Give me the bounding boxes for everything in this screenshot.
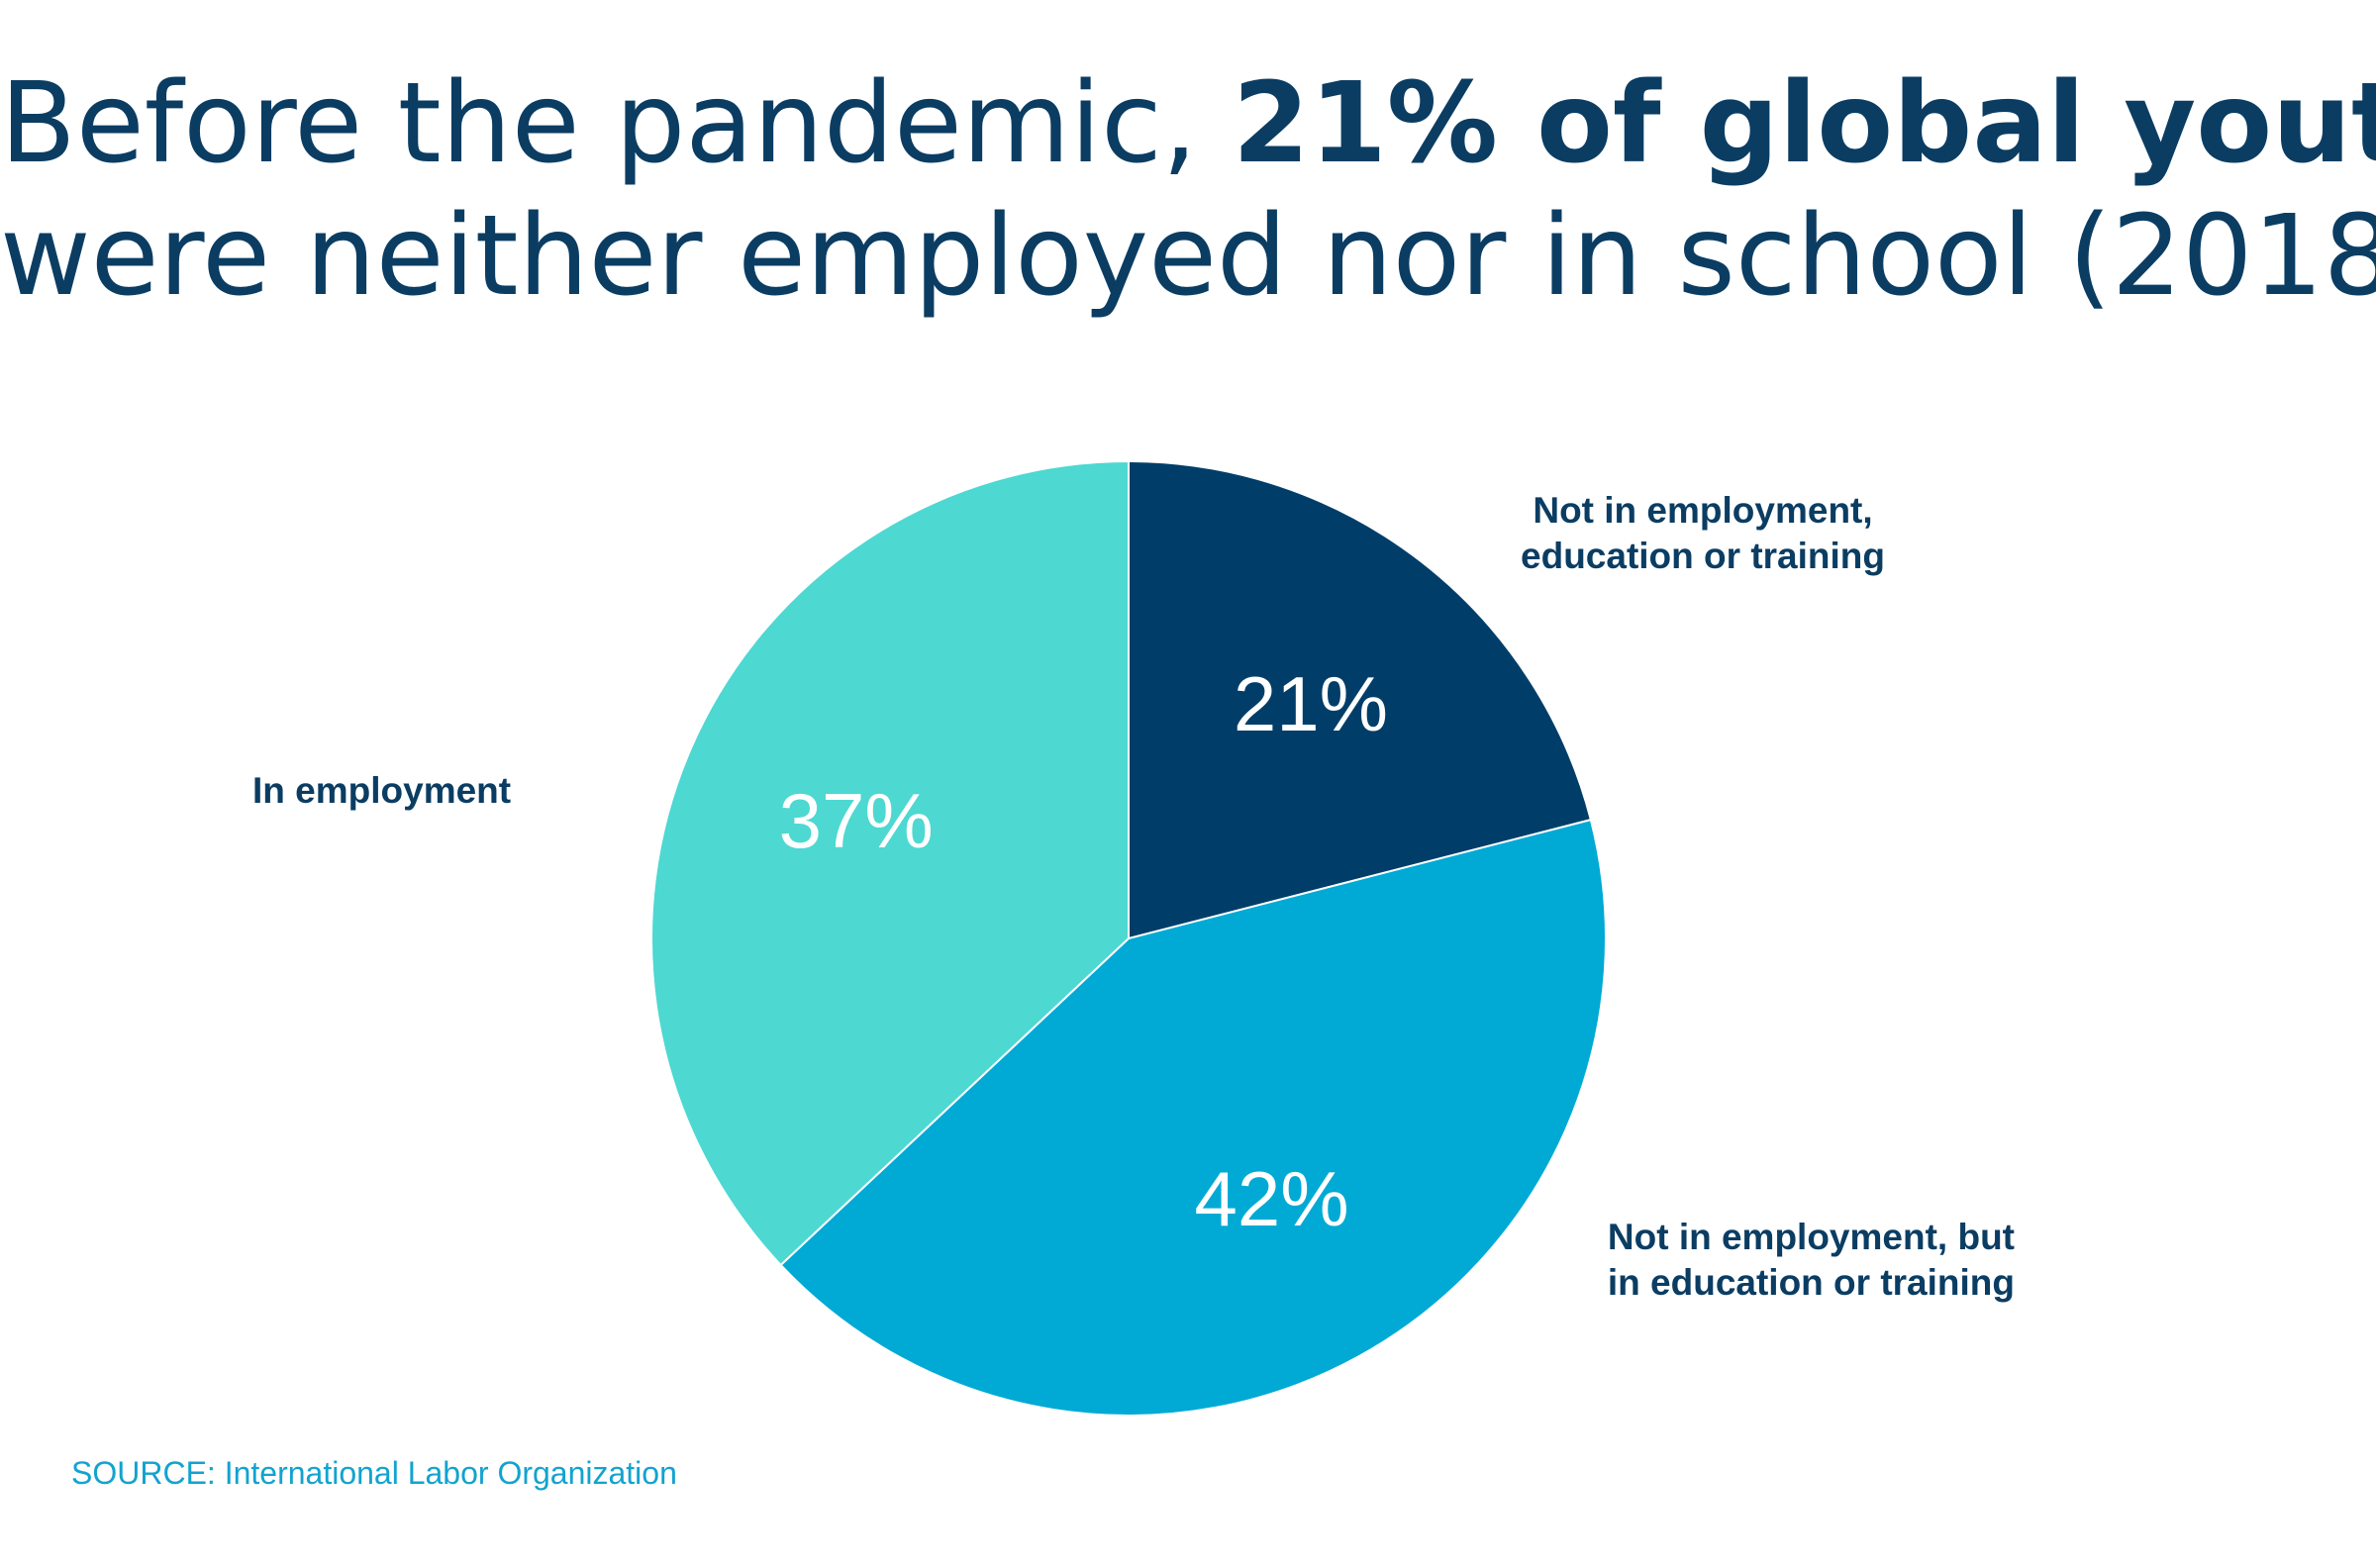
title-line-1: Before the pandemic, 21% of global youth bbox=[0, 57, 2376, 190]
chart-title: Before the pandemic, 21% of global youth… bbox=[0, 57, 2376, 323]
pie-slice-0 bbox=[1128, 459, 1593, 940]
label-edu-line-2: in education or training bbox=[1607, 1262, 2015, 1303]
label-not-in-employment-education-training: Not in employment, education or training bbox=[1490, 488, 1916, 579]
slice-value-label-2: 37% bbox=[779, 777, 934, 864]
label-neet-line-1: Not in employment, bbox=[1533, 490, 1873, 531]
source-note: SOURCE: International Labor Organization bbox=[71, 1455, 677, 1491]
label-in-employment: In employment bbox=[252, 768, 589, 814]
pie-slice-1 bbox=[779, 818, 1607, 1417]
title-highlight: 21% of global youth bbox=[1232, 59, 2376, 188]
slice-value-label-0: 21% bbox=[1234, 660, 1388, 747]
pie-slices bbox=[650, 459, 1607, 1417]
title-prefix: Before the pandemic, bbox=[0, 59, 1233, 188]
label-neet-line-2: education or training bbox=[1521, 536, 1885, 576]
pie-slice-2 bbox=[650, 459, 1130, 1267]
label-in-education-or-training: Not in employment, but in education or t… bbox=[1564, 1215, 2015, 1306]
label-emp-line-1: In employment bbox=[252, 770, 512, 811]
title-line-2: were neither employed nor in school (201… bbox=[0, 192, 2376, 321]
label-edu-line-1: Not in employment, but bbox=[1607, 1217, 2015, 1257]
slice-value-label-1: 42% bbox=[1194, 1155, 1348, 1242]
pie-value-labels: 21% 42% 37% bbox=[779, 660, 1388, 1242]
